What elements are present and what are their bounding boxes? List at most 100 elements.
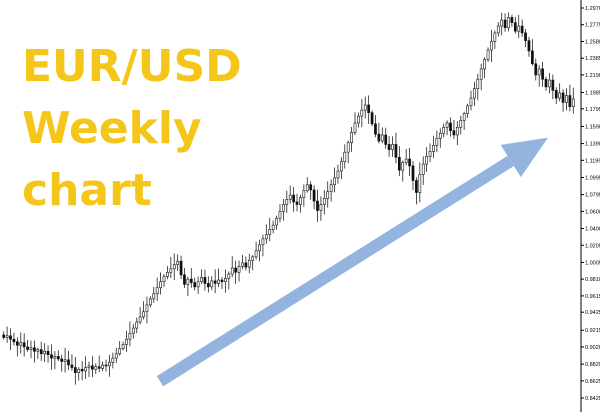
title-line-1: EUR/USD <box>22 41 242 92</box>
candle-body <box>227 273 231 279</box>
candle-body <box>138 316 142 323</box>
candle-body <box>333 177 336 186</box>
candle-body <box>268 229 272 235</box>
candle-body <box>466 105 469 114</box>
candle-body <box>541 68 544 80</box>
candle-body <box>397 157 401 171</box>
candle-body <box>5 335 9 338</box>
candle-body <box>554 90 558 99</box>
candle-body <box>251 256 255 261</box>
candle-body <box>152 293 156 300</box>
y-tick-label: 1.1985 <box>585 91 600 97</box>
candle-body <box>367 104 371 113</box>
y-tick-label: 1.2580 <box>585 39 600 45</box>
candle-body <box>428 151 432 157</box>
candle-body <box>452 130 456 136</box>
candle-body <box>387 144 391 150</box>
candle-body <box>213 280 217 284</box>
candle-body <box>411 165 415 181</box>
candle-body <box>176 260 180 265</box>
candle-body <box>210 280 214 288</box>
candle-body <box>435 138 439 146</box>
trend-arrow-shaft <box>156 155 514 387</box>
candle-body <box>425 156 428 165</box>
title-line-3: chart <box>22 165 152 216</box>
candle-body <box>200 277 203 283</box>
candle-body <box>162 276 166 283</box>
candle-body <box>462 113 466 121</box>
candle-body <box>94 366 98 370</box>
y-tick-label: 1.0995 <box>585 175 600 181</box>
candle-body <box>500 19 504 27</box>
y-tick-label: 0.8625 <box>585 379 600 385</box>
candle-body <box>319 204 323 211</box>
candle-body <box>527 40 531 52</box>
y-tick-label: 0.9215 <box>585 328 600 334</box>
candle-body <box>353 122 357 133</box>
candle-body <box>264 234 268 240</box>
candle-body <box>322 198 326 205</box>
candle-body <box>336 170 340 179</box>
candle-body <box>149 298 152 306</box>
candle-body <box>193 282 197 288</box>
candle-body <box>26 346 29 350</box>
candle-body <box>350 132 353 144</box>
candlestick-series <box>2 12 575 385</box>
candle-body <box>169 268 173 273</box>
candle-body <box>172 264 176 270</box>
candle-body <box>2 334 6 338</box>
candle-body <box>278 211 282 219</box>
candle-body <box>438 132 442 139</box>
candle-body <box>114 353 118 359</box>
candle-body <box>261 238 265 246</box>
candle-body <box>363 104 367 111</box>
candle-body <box>401 162 405 171</box>
candle-body <box>377 133 381 142</box>
candle-body <box>271 224 275 230</box>
candle-body <box>230 267 234 275</box>
candle-body <box>125 338 128 345</box>
candle-body <box>292 194 295 203</box>
candle-body <box>67 359 70 366</box>
candle-body <box>247 259 251 268</box>
candle-body <box>285 199 289 205</box>
y-tick-label: 1.0400 <box>585 227 600 233</box>
candle-body <box>84 367 87 372</box>
candle-body <box>479 68 483 80</box>
candle-body <box>73 367 77 373</box>
candle-body <box>183 274 186 285</box>
candle-body <box>135 321 139 329</box>
candle-body <box>254 250 258 258</box>
y-tick-label: 0.9425 <box>585 310 600 316</box>
candle-body <box>517 25 521 32</box>
candle-body <box>445 122 449 128</box>
candle-body <box>421 163 425 175</box>
candle-body <box>29 347 33 350</box>
candle-body <box>486 49 490 60</box>
candle-body <box>305 184 309 192</box>
candle-body <box>224 277 227 283</box>
candle-body <box>39 349 43 355</box>
y-tick-label: 1.2385 <box>585 56 600 62</box>
candle-body <box>282 204 285 212</box>
candle-body <box>33 347 36 352</box>
candle-body <box>455 126 459 136</box>
candle-body <box>551 79 555 91</box>
candle-body <box>503 19 507 29</box>
candle-body <box>469 97 473 107</box>
candle-body <box>571 98 575 107</box>
candle-body <box>128 332 132 340</box>
candle-body <box>476 78 480 89</box>
candle-body <box>12 338 16 343</box>
candle-body <box>374 123 377 135</box>
candle-body <box>534 63 538 76</box>
candle-body <box>299 197 302 205</box>
candle-body <box>63 359 67 362</box>
candle-body <box>510 17 514 23</box>
y-tick-label: 1.0600 <box>585 209 600 215</box>
candle-body <box>309 184 313 191</box>
candle-body <box>568 95 572 107</box>
candle-body <box>483 59 486 70</box>
candle-body <box>544 78 548 88</box>
candle-body <box>418 174 422 193</box>
